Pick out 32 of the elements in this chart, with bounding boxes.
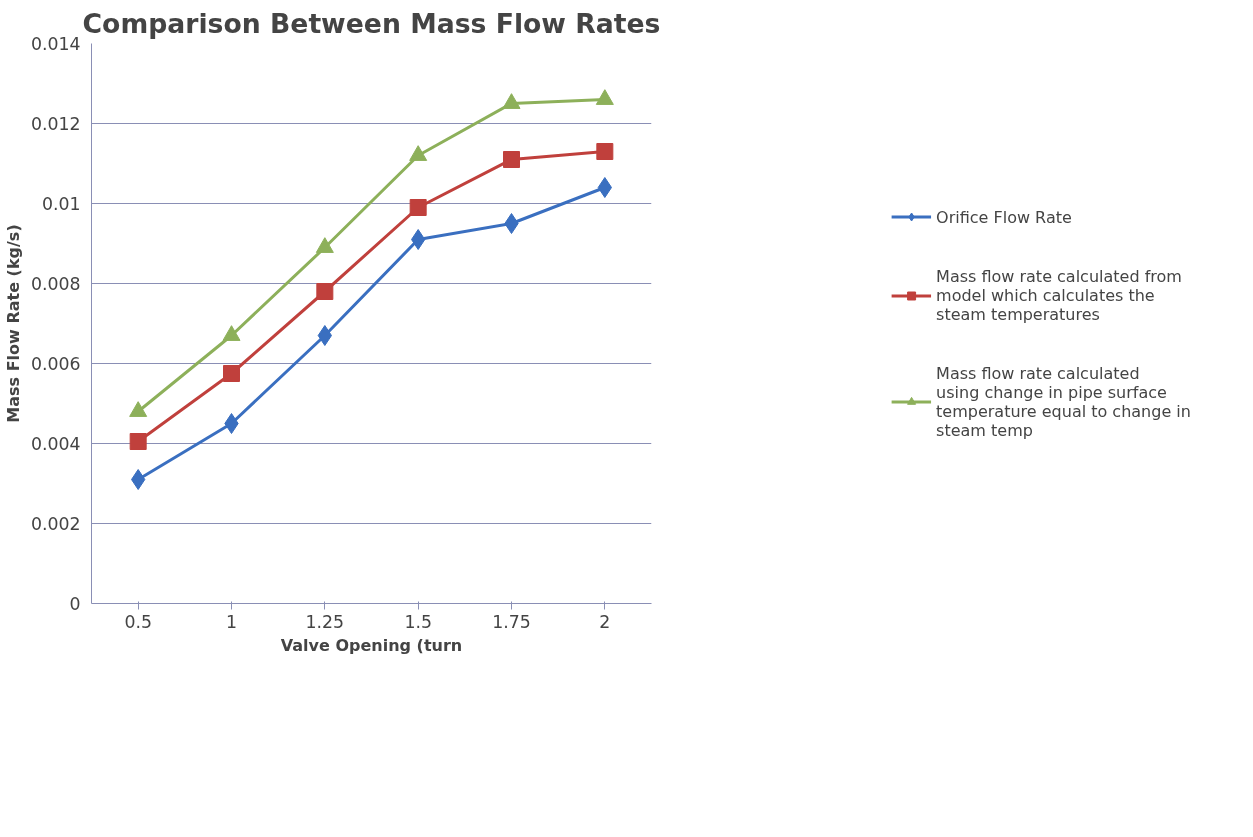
y-tick-label: 0.014 [30, 34, 81, 54]
x-tick-label: 1 [225, 611, 238, 632]
y-tick-label: 0.004 [30, 434, 81, 454]
x-tick-label: 1.5 [404, 611, 432, 632]
y-tick-label: 0 [69, 594, 81, 614]
point [411, 229, 426, 250]
point [223, 365, 240, 382]
point [317, 325, 332, 346]
y-tick-label: 0.002 [30, 514, 81, 534]
y-axis-title: Mass Flow Rate (kg/s) [3, 224, 23, 423]
point [224, 413, 239, 434]
legend-label: Orifice Flow Rate [936, 207, 1072, 226]
point [129, 433, 147, 450]
point [503, 151, 520, 168]
x-axis-title: Valve Opening (turn [280, 635, 463, 655]
y-tick-label: 0.008 [30, 274, 81, 294]
x-tick-label: 0.5 [124, 611, 152, 632]
legend-label: Mass flow rate calculated from model which calculates the steam temperatures [936, 266, 1182, 324]
point [504, 213, 519, 234]
point [409, 199, 427, 216]
x-tick-label: 1.25 [305, 611, 345, 632]
y-tick-label: 0.006 [30, 354, 81, 374]
x-tick-label: 2 [599, 611, 611, 632]
point [131, 469, 146, 490]
chart-title: Comparison Between Mass Flow Rates [82, 7, 661, 39]
legend-label: Mass flow rate calculated using change in pipe surface temperature equal to change in steam temp [936, 363, 1191, 440]
point [597, 177, 612, 198]
x-tick-label: 1.75 [492, 611, 531, 632]
y-tick-label: 0.01 [41, 194, 81, 214]
point [316, 283, 334, 300]
y-tick-label: 0.012 [30, 114, 81, 134]
point [596, 143, 614, 160]
